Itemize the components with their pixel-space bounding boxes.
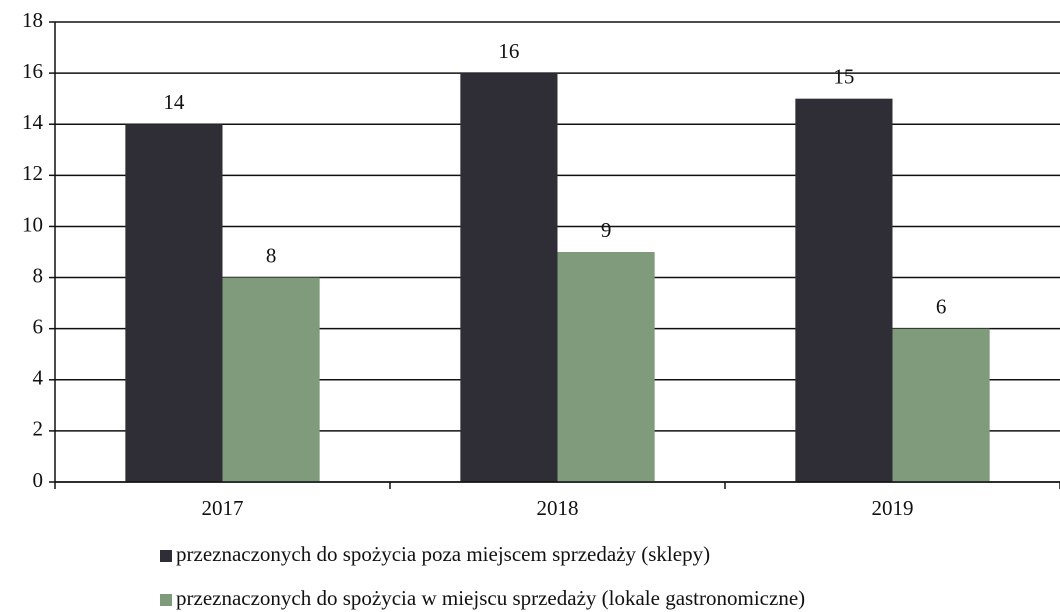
y-tick-label: 6 [33,314,44,338]
bar [795,98,893,483]
y-tick-label: 12 [22,161,43,185]
y-tick-label: 8 [33,263,44,287]
x-tick-label: 2019 [872,496,914,520]
y-tick-label: 2 [33,417,44,441]
data-label: 8 [266,243,277,267]
bar [460,73,558,482]
data-label: 14 [163,90,185,114]
bar [557,252,655,482]
data-label: 15 [833,64,854,88]
y-tick-label: 18 [22,8,43,32]
legend-swatch [160,550,172,562]
y-tick-label: 0 [33,468,44,492]
data-label: 6 [936,294,947,318]
legend-swatch [160,594,172,606]
data-label: 9 [601,218,612,242]
x-tick-label: 2017 [202,496,244,520]
bar [125,124,223,482]
data-label: 16 [498,39,519,63]
y-tick-label: 4 [33,366,44,390]
bar [892,328,990,482]
x-tick-label: 2018 [537,496,579,520]
bar [222,277,320,482]
legend-label: przeznaczonych do spożycia poza miejscem… [176,542,710,566]
y-tick-label: 16 [22,59,43,83]
y-tick-label: 14 [22,110,44,134]
legend-label: przeznaczonych do spożycia w miejscu spr… [176,586,805,610]
y-tick-label: 10 [22,212,43,236]
